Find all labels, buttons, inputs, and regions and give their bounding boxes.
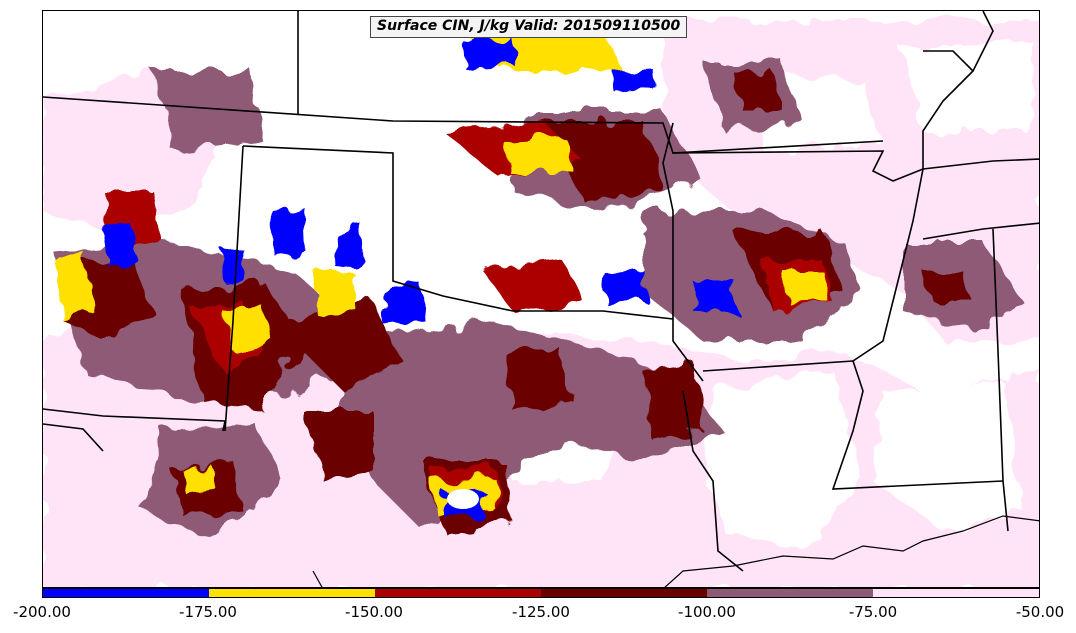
cin-band-max xyxy=(103,39,735,518)
colorbar-segment-1 xyxy=(43,589,209,597)
gulf-coastline xyxy=(312,515,1039,587)
colorbar-tick-label: -125.00 xyxy=(512,603,570,621)
map-title: Surface CIN, J/kg Valid: 201509110500 xyxy=(370,16,688,38)
cin-blob-core xyxy=(447,489,479,509)
colorbar-segment-2 xyxy=(209,589,375,597)
colorbar-tick-label: -150.00 xyxy=(345,603,403,621)
colorbar-segment-6 xyxy=(873,589,1039,597)
colorbar xyxy=(42,588,1040,598)
map-panel xyxy=(42,10,1040,588)
colorbar-segment-4 xyxy=(541,589,707,597)
state-boundaries xyxy=(43,11,1039,572)
colorbar-tick-label: -50.00 xyxy=(1015,603,1065,621)
colorbar-tick-label: -100.00 xyxy=(678,603,736,621)
cin-contour-map xyxy=(43,11,1039,587)
colorbar-tick-label: -175.00 xyxy=(179,603,237,621)
colorbar-segment-3 xyxy=(375,589,541,597)
colorbar-tick-label: -75.00 xyxy=(848,603,898,621)
colorbar-tick-label: -200.00 xyxy=(13,603,71,621)
colorbar-segment-5 xyxy=(707,589,873,597)
